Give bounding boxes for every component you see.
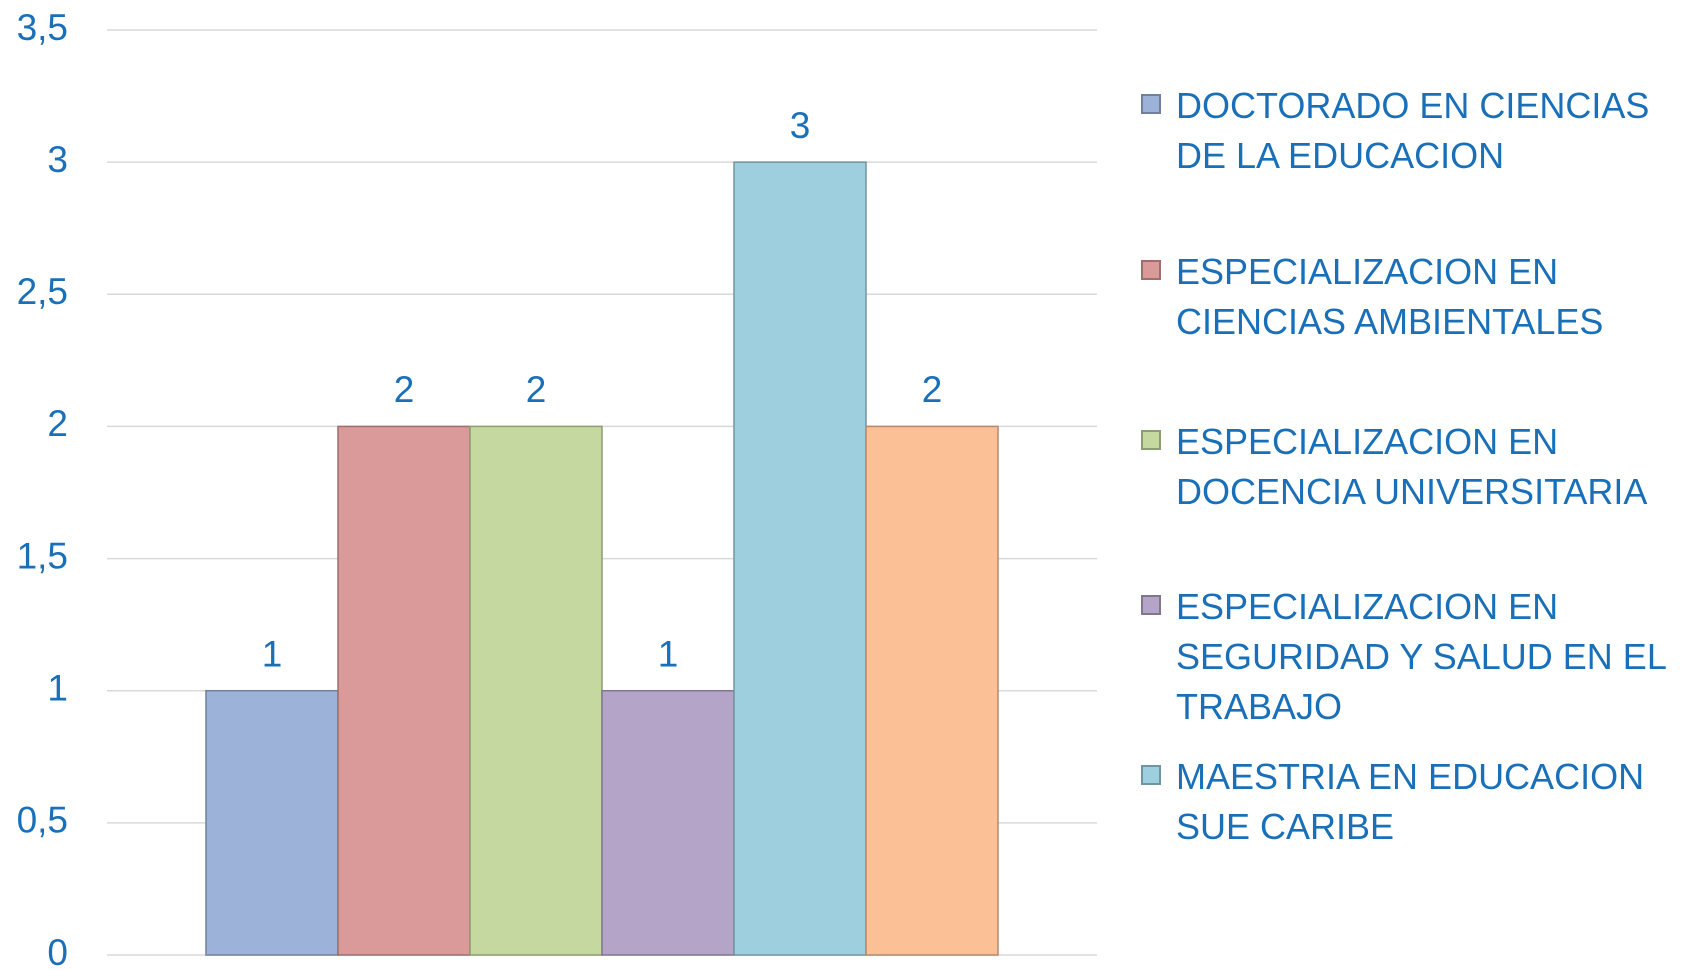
bar <box>865 425 999 956</box>
bar <box>337 425 471 956</box>
legend-entry: ESPECIALIZACION EN DOCENCIA UNIVERSITARI… <box>1141 417 1701 517</box>
legend-label: ESPECIALIZACION EN SEGURIDAD Y SALUD EN … <box>1176 586 1666 727</box>
y-tick-label: 1 <box>47 667 68 708</box>
data-label: 2 <box>922 369 943 410</box>
data-label: 1 <box>658 633 679 674</box>
legend-label: ESPECIALIZACION EN DOCENCIA UNIVERSITARI… <box>1176 421 1648 512</box>
legend: DOCTORADO EN CIENCIAS DE LA EDUCACION ESP… <box>1141 0 1706 970</box>
bar <box>601 689 735 956</box>
legend-swatch <box>1141 765 1161 785</box>
data-label: 3 <box>790 105 811 146</box>
bar <box>733 161 867 956</box>
legend-entry: ESPECIALIZACION EN CIENCIAS AMBIENTALES <box>1141 247 1701 347</box>
legend-swatch <box>1141 260 1161 280</box>
legend-entry: ESPECIALIZACION EN SEGURIDAD Y SALUD EN … <box>1141 582 1701 732</box>
bar <box>469 425 603 956</box>
legend-entry: DOCTORADO EN CIENCIAS DE LA EDUCACION <box>1141 81 1701 181</box>
y-tick-label: 0,5 <box>17 800 68 841</box>
y-tick-label: 3 <box>47 139 68 180</box>
legend-label: DOCTORADO EN CIENCIAS DE LA EDUCACION <box>1176 85 1650 176</box>
y-tick-label: 2,5 <box>17 271 68 312</box>
legend-label: MAESTRIA EN EDUCACION SUE CARIBE <box>1176 756 1645 847</box>
data-label: 2 <box>394 369 415 410</box>
data-label: 1 <box>262 633 283 674</box>
y-tick-label: 1,5 <box>17 535 68 576</box>
legend-entry: MAESTRIA EN EDUCACION SUE CARIBE <box>1141 752 1701 852</box>
legend-swatch <box>1141 595 1161 615</box>
data-label: 2 <box>526 369 547 410</box>
legend-label: ESPECIALIZACION EN CIENCIAS AMBIENTALES <box>1176 251 1604 342</box>
y-tick-label: 0 <box>47 932 68 970</box>
y-tick-label: 2 <box>47 403 68 444</box>
bar <box>205 689 339 956</box>
legend-swatch <box>1141 94 1161 114</box>
legend-swatch <box>1141 430 1161 450</box>
y-tick-label: 3,5 <box>17 7 68 48</box>
